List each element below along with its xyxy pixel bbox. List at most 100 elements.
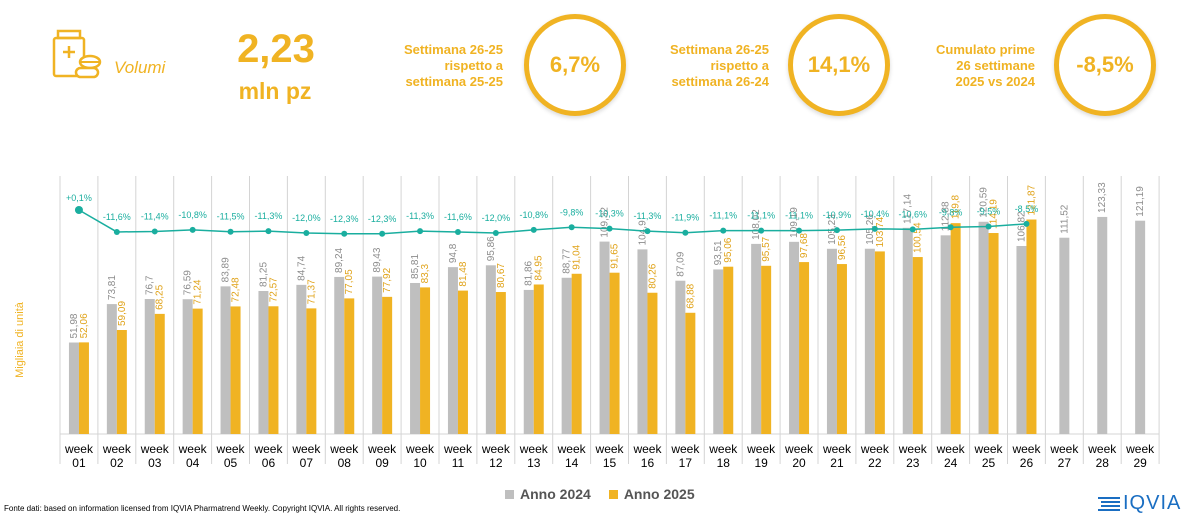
comparison-circle-1: 6,7% <box>524 14 626 116</box>
bar-2024 <box>334 276 345 434</box>
x-tick-label: 21 <box>830 456 844 470</box>
kpi-value: 2,23 <box>237 27 315 71</box>
data-label-2025: 95,57 <box>761 236 772 261</box>
data-label-2025: 119,8 <box>951 194 962 219</box>
variation-point <box>947 224 954 231</box>
data-label-2025: 95,06 <box>723 237 734 262</box>
x-tick-label: week <box>253 442 283 456</box>
variation-point <box>227 228 234 235</box>
data-label-2025: 80,67 <box>496 263 507 288</box>
x-tick-label: week <box>1125 442 1155 456</box>
bar-2025 <box>344 298 355 434</box>
bar-2024 <box>1016 245 1027 434</box>
variation-label: -11,6% <box>444 212 472 222</box>
bar-2025 <box>988 233 999 434</box>
variation-point <box>1023 220 1030 227</box>
x-tick-label: 19 <box>754 456 768 470</box>
data-label-2025: 97,68 <box>799 233 810 258</box>
x-tick-label: week <box>595 442 625 456</box>
variation-point <box>492 230 499 236</box>
bar-2024 <box>106 304 117 434</box>
data-label-2024: 109,19 <box>789 207 800 238</box>
data-label-2025: 80,26 <box>647 263 658 288</box>
data-label-2025: 91,04 <box>572 244 583 269</box>
bar-2024 <box>902 227 913 434</box>
x-tick-label: week <box>936 442 966 456</box>
kpi-unit: mln pz <box>238 78 312 104</box>
x-tick-label: week <box>291 442 321 456</box>
variation-point <box>151 228 158 235</box>
x-tick-label: week <box>974 442 1004 456</box>
bar-2025 <box>950 223 961 434</box>
data-label-2024: 95,86 <box>486 236 497 261</box>
x-tick-label: week <box>329 442 359 456</box>
x-tick-label: 22 <box>868 456 882 470</box>
bar-2024 <box>220 286 231 434</box>
bar-2024 <box>599 241 610 434</box>
x-tick-label: 01 <box>72 456 86 470</box>
variation-label: -10,8% <box>178 210 207 220</box>
x-tick-label: 12 <box>489 456 503 470</box>
x-tick-label: 13 <box>527 456 541 470</box>
variation-label: -12,3% <box>330 214 359 224</box>
variation-label: -8,5% <box>1015 204 1039 214</box>
variation-label: -12,0% <box>482 213 511 223</box>
bar-2025 <box>230 306 241 434</box>
bar-2024 <box>372 276 383 434</box>
x-tick-label: 27 <box>1058 456 1072 470</box>
data-label-2025: 100,54 <box>913 222 924 253</box>
x-tick-label: 25 <box>982 456 996 470</box>
data-label-2025: 83,3 <box>420 263 431 283</box>
bar-2024 <box>296 284 307 434</box>
data-label-2025: 52,06 <box>79 313 90 338</box>
variation-label: -11,3% <box>255 211 283 221</box>
data-label-2024: 87,09 <box>675 251 686 276</box>
bar-2025 <box>268 306 279 434</box>
pill-bottle-icon <box>52 29 102 79</box>
variation-point <box>74 206 83 214</box>
data-label-2024: 106,82 <box>1016 211 1027 242</box>
data-label-2025: 68,88 <box>685 283 696 308</box>
x-tick-label: 07 <box>300 456 314 470</box>
legend-label-2024: Anno 2024 <box>520 486 591 502</box>
variation-point <box>530 226 537 233</box>
x-tick-label: 04 <box>186 456 200 470</box>
variation-label: -10,6% <box>898 209 927 219</box>
legend-swatch-2025 <box>608 489 618 499</box>
legend-label-2025: Anno 2025 <box>623 486 695 502</box>
variation-label: -10,8% <box>519 210 548 220</box>
bar-2024 <box>258 291 269 434</box>
variation-label: +0,1% <box>66 193 92 203</box>
x-tick-label: 16 <box>641 456 655 470</box>
x-tick-label: week <box>1049 442 1079 456</box>
variation-point <box>720 227 727 234</box>
legend-item-2025: Anno 2025 <box>608 486 695 502</box>
bar-2025 <box>154 313 165 434</box>
x-tick-label: week <box>860 442 890 456</box>
data-label-2024: 83,89 <box>221 257 232 282</box>
comparison-circle-3: -8,5% <box>1054 14 1156 116</box>
x-tick-label: week <box>670 442 700 456</box>
bar-2025 <box>912 257 923 434</box>
legend-item-2024: Anno 2024 <box>505 486 591 502</box>
x-tick-label: week <box>822 442 852 456</box>
bar-2025 <box>723 266 734 434</box>
variation-point <box>341 230 348 237</box>
variation-label: -11,6% <box>103 212 131 222</box>
x-tick-label: week <box>898 442 928 456</box>
data-label-2024: 123,33 <box>1097 182 1108 213</box>
bar-2025 <box>116 330 127 434</box>
data-label-2025: 91,65 <box>610 243 621 268</box>
kpi-label: Volumi <box>114 58 166 77</box>
variation-label: -11,3% <box>634 211 662 221</box>
source-note: Fonte dati: based on information license… <box>4 504 401 513</box>
bar-2025 <box>1026 219 1037 434</box>
variation-point <box>909 226 916 233</box>
data-label-2024: 81,25 <box>258 262 269 287</box>
iqvia-logo: IQVIA <box>1098 492 1181 515</box>
variation-point <box>454 228 461 235</box>
bar-2025 <box>799 262 810 434</box>
x-tick-label: 11 <box>452 456 465 470</box>
variation-label: -11,4% <box>141 211 169 221</box>
data-label-2024: 93,51 <box>713 240 724 265</box>
